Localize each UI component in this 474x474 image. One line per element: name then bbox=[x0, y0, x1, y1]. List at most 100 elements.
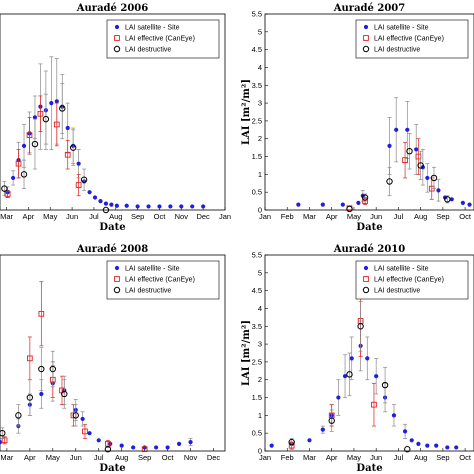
data-point-satellite bbox=[39, 391, 44, 397]
data-point-satellite bbox=[135, 204, 140, 209]
legend-marker-satellite bbox=[363, 265, 369, 271]
legend-marker-satellite bbox=[363, 24, 369, 30]
x-tick-label: Oct bbox=[154, 212, 167, 221]
data-point-satellite bbox=[320, 427, 325, 432]
x-tick-label: May bbox=[347, 212, 361, 221]
data-point-destructive bbox=[31, 140, 39, 148]
data-point-destructive bbox=[49, 365, 57, 373]
series-satellite bbox=[5, 56, 206, 209]
data-point-satellite bbox=[32, 115, 38, 120]
data-point-satellite bbox=[349, 356, 354, 361]
y-tick-label: 2 bbox=[258, 375, 262, 384]
data-point-satellite bbox=[87, 190, 92, 195]
series-destructive bbox=[0, 347, 112, 453]
x-tick-label: Aug bbox=[414, 453, 427, 462]
data-point-satellite bbox=[96, 438, 101, 443]
legend-marker-effective bbox=[114, 35, 120, 41]
y-tick-label: 5 bbox=[258, 268, 262, 277]
data-point-satellite bbox=[467, 202, 472, 207]
legend-box bbox=[355, 19, 469, 59]
data-point-satellite bbox=[11, 175, 16, 181]
x-tick-label: Apr bbox=[23, 212, 35, 221]
legend: LAI satellite - Site LAI effective (CanEy… bbox=[106, 19, 220, 59]
data-point-destructive bbox=[38, 365, 45, 373]
data-point-effective bbox=[75, 182, 82, 188]
data-point-destructive bbox=[20, 171, 28, 178]
data-point-satellite bbox=[449, 197, 454, 202]
legend-label: LAI destructive bbox=[125, 288, 171, 295]
legend-marker-destructive bbox=[113, 286, 121, 294]
x-tick-label: Oct bbox=[162, 453, 175, 462]
data-point-satellite bbox=[168, 204, 173, 209]
x-tick-label: Jun bbox=[70, 453, 82, 462]
x-tick-label: Apr bbox=[24, 453, 36, 462]
chart-title: Auradé 2007 bbox=[333, 3, 405, 14]
data-point-destructive bbox=[15, 412, 22, 419]
data-point-satellite bbox=[190, 204, 195, 209]
data-point-satellite bbox=[416, 441, 421, 446]
data-point-destructive bbox=[346, 371, 353, 378]
data-point-destructive bbox=[288, 438, 295, 446]
panel-aurade-2007: Auradé 2007 Date LAI [m²/m²] Jan Feb Mar Apr Ma… bbox=[241, 3, 474, 233]
data-point-satellite bbox=[405, 127, 410, 132]
data-point-satellite bbox=[157, 204, 162, 209]
y-tick-label: 1.5 bbox=[252, 393, 262, 402]
x-tick-label: Jan bbox=[259, 212, 271, 221]
data-point-destructive bbox=[42, 115, 50, 123]
x-tick-label: Jul bbox=[94, 453, 104, 462]
y-tick-label: 5 bbox=[258, 27, 262, 36]
data-point-satellite bbox=[188, 439, 193, 445]
data-point-satellite bbox=[320, 202, 325, 207]
data-point-destructive bbox=[430, 174, 438, 182]
data-point-satellite bbox=[394, 127, 399, 132]
legend-label: LAI destructive bbox=[374, 288, 420, 295]
x-tick-label: Aug bbox=[414, 212, 427, 221]
data-point-effective bbox=[371, 401, 377, 408]
y-tick-label: 2.5 bbox=[252, 116, 262, 125]
x-tick-label: Sep bbox=[131, 212, 144, 221]
x-tick-label: Jul bbox=[394, 212, 404, 221]
legend-label: LAI satellite - Site bbox=[125, 25, 180, 32]
x-axis-label: Date bbox=[99, 463, 125, 474]
x-axis-label: Date bbox=[356, 222, 382, 233]
data-point-satellite bbox=[49, 100, 54, 106]
data-point-satellite bbox=[296, 202, 301, 207]
series-satellite bbox=[0, 365, 193, 450]
data-point-satellite bbox=[80, 416, 85, 422]
x-tick-label: Sep bbox=[138, 453, 151, 462]
data-point-destructive bbox=[0, 429, 6, 437]
legend-marker-satellite bbox=[114, 265, 120, 271]
data-point-satellite bbox=[402, 429, 408, 434]
data-point-destructive bbox=[69, 144, 77, 151]
data-point-effective bbox=[64, 151, 71, 158]
legend-label: LAI destructive bbox=[125, 47, 171, 54]
data-point-effective bbox=[26, 132, 33, 139]
x-tick-label: Oct bbox=[459, 453, 472, 462]
legend-label: LAI satellite - Site bbox=[374, 25, 429, 32]
data-point-satellite bbox=[434, 443, 439, 448]
data-point-satellite bbox=[109, 202, 114, 207]
data-point-destructive bbox=[59, 105, 66, 112]
data-point-destructive bbox=[80, 176, 88, 183]
legend-marker-effective bbox=[114, 276, 120, 282]
series-destructive bbox=[1, 83, 110, 214]
legend-label: LAI satellite - Site bbox=[374, 266, 429, 273]
data-point-satellite bbox=[387, 143, 392, 148]
data-point-satellite bbox=[76, 161, 81, 166]
x-tick-label: Apr bbox=[326, 453, 338, 462]
y-tick-label: 4 bbox=[258, 63, 262, 72]
y-tick-label: 0.5 bbox=[252, 188, 262, 197]
y-tick-label: 4.5 bbox=[252, 286, 262, 295]
data-point-destructive bbox=[386, 178, 393, 185]
x-axis-label: Date bbox=[99, 222, 125, 233]
y-tick-label: 1.5 bbox=[252, 152, 262, 161]
x-tick-label: Mar bbox=[0, 453, 13, 462]
x-tick-label: Jul bbox=[394, 453, 404, 462]
y-tick-label: 1 bbox=[258, 170, 262, 179]
data-point-effective bbox=[37, 110, 44, 117]
legend-marker-destructive bbox=[362, 286, 370, 294]
x-tick-label: Mar bbox=[303, 453, 316, 462]
data-point-satellite bbox=[176, 441, 182, 446]
x-tick-label: May bbox=[347, 453, 361, 462]
